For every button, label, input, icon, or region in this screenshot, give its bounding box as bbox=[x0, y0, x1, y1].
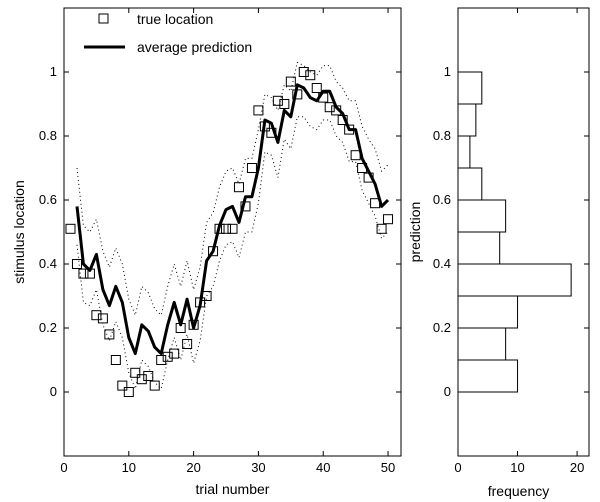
legend-label-true-location: true location bbox=[137, 11, 213, 27]
x-tick-label: 10 bbox=[122, 460, 136, 475]
true-location-point bbox=[71, 259, 82, 269]
true-location-point bbox=[383, 214, 394, 225]
true-location-point bbox=[195, 297, 206, 308]
histogram-chart: 0 10 20 0 0.2 0.4 0.6 0.8 1 frequency prediction bbox=[407, 7, 590, 499]
true-location-point bbox=[188, 319, 199, 330]
true-location-point bbox=[318, 92, 329, 103]
true-location-point bbox=[324, 102, 335, 113]
true-location-point bbox=[175, 323, 186, 333]
histogram-frame bbox=[457, 7, 590, 457]
true-location-point bbox=[292, 89, 303, 100]
histogram-bar bbox=[457, 199, 507, 233]
histogram-bar bbox=[457, 135, 471, 169]
true-location-point bbox=[156, 355, 167, 365]
x-tick-label: 10 bbox=[510, 460, 524, 475]
true-location-point bbox=[182, 339, 193, 349]
y-tick-label: 0 bbox=[50, 384, 57, 399]
y-axis-label: prediction bbox=[407, 202, 423, 263]
x-axis-label: trial number bbox=[196, 481, 270, 497]
x-axis-label: frequency bbox=[488, 483, 549, 499]
histogram-bar bbox=[457, 263, 572, 297]
y-tick-label: 0.6 bbox=[433, 192, 451, 207]
true-location-point bbox=[97, 313, 108, 324]
true-location-point bbox=[143, 371, 154, 381]
y-tick-label: 1 bbox=[50, 64, 57, 79]
y-tick-label: 0.4 bbox=[39, 256, 57, 271]
y-tick-label: 0.8 bbox=[39, 128, 57, 143]
true-location-point bbox=[331, 105, 342, 116]
histogram-bar bbox=[457, 295, 519, 329]
true-location-point bbox=[279, 99, 290, 109]
histogram-bar bbox=[457, 359, 519, 393]
true-location-point bbox=[84, 268, 95, 279]
y-tick-label: 0.2 bbox=[433, 320, 451, 335]
true-location-point bbox=[240, 201, 251, 212]
true-location-point bbox=[363, 172, 374, 183]
true-location-point bbox=[253, 105, 264, 116]
true-location-point bbox=[162, 351, 173, 362]
histogram-bar bbox=[457, 71, 483, 105]
true-location-point bbox=[136, 374, 147, 385]
true-location-point bbox=[370, 198, 381, 209]
legend-label-average-prediction: average prediction bbox=[137, 39, 252, 55]
true-location-point bbox=[117, 380, 128, 391]
legend-square-marker bbox=[98, 13, 109, 24]
y-tick-label: 1 bbox=[444, 64, 451, 79]
true-location-point bbox=[130, 367, 141, 378]
true-location-point bbox=[298, 67, 309, 77]
plot-frame bbox=[63, 7, 402, 457]
y-tick-label: 0.2 bbox=[39, 320, 57, 335]
true-location-point bbox=[214, 223, 225, 234]
histogram-bar bbox=[457, 231, 501, 265]
true-location-point bbox=[285, 76, 296, 87]
true-location-point bbox=[149, 380, 160, 391]
true-location-point bbox=[110, 355, 121, 365]
line-chart: 0 10 20 30 40 50 0 0.2 0.4 0.6 0.8 1 trial number sti… bbox=[11, 7, 402, 497]
series-dotted-lower bbox=[76, 116, 389, 391]
y-tick-label: 0.8 bbox=[433, 128, 451, 143]
true-location-point bbox=[208, 246, 219, 257]
y-axis-label: stimulus location bbox=[11, 180, 27, 284]
x-tick-label: 20 bbox=[186, 460, 200, 475]
histogram-bar bbox=[457, 167, 483, 201]
true-location-point bbox=[350, 150, 361, 161]
true-location-point bbox=[221, 223, 232, 234]
x-tick-label: 30 bbox=[251, 460, 265, 475]
x-tick-label: 40 bbox=[316, 460, 330, 475]
series-average-prediction-line bbox=[75, 83, 390, 356]
true-location-point bbox=[65, 223, 76, 234]
x-tick-label: 50 bbox=[381, 460, 395, 475]
series-dotted-upper bbox=[76, 61, 389, 317]
histogram-bar bbox=[457, 103, 477, 137]
true-location-point bbox=[305, 70, 316, 81]
x-tick-label: 0 bbox=[60, 460, 67, 475]
y-tick-label: 0.6 bbox=[39, 192, 57, 207]
true-location-point bbox=[246, 163, 257, 173]
true-location-point bbox=[78, 268, 89, 279]
true-location-point bbox=[344, 124, 355, 135]
x-tick-label: 20 bbox=[570, 460, 584, 475]
true-location-point bbox=[259, 121, 270, 132]
true-location-point bbox=[233, 182, 244, 193]
y-tick-label: 0.4 bbox=[433, 256, 451, 271]
true-location-point bbox=[227, 223, 238, 234]
true-location-point bbox=[169, 348, 180, 359]
true-location-point bbox=[376, 223, 387, 234]
true-location-point bbox=[311, 83, 322, 93]
true-location-point bbox=[104, 329, 115, 340]
true-location-point bbox=[357, 163, 368, 173]
true-location-point bbox=[91, 310, 102, 321]
true-location-point bbox=[272, 95, 283, 106]
histogram-bar bbox=[457, 327, 507, 361]
x-tick-label: 0 bbox=[454, 460, 461, 475]
y-tick-label: 0 bbox=[444, 384, 451, 399]
true-location-point bbox=[337, 115, 348, 125]
true-location-point bbox=[123, 387, 134, 397]
true-location-point bbox=[266, 127, 277, 138]
true-location-point bbox=[201, 291, 212, 301]
